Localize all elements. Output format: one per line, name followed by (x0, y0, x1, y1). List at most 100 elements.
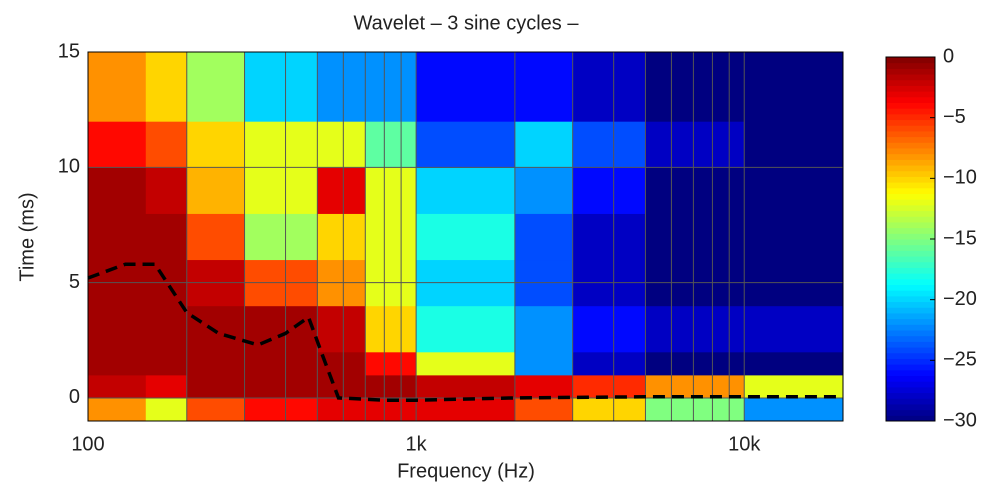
colorbar-swatch (886, 233, 935, 240)
heat-cell (744, 167, 844, 214)
heat-cell (244, 121, 318, 168)
plot-frame (87, 51, 844, 422)
heat-cell (145, 351, 188, 376)
heat-cell (244, 305, 318, 353)
heat-cell (88, 374, 147, 399)
heat-cell (416, 52, 516, 122)
heat-cell (317, 374, 366, 399)
colorbar-swatch (886, 216, 935, 223)
heat-cell (645, 351, 745, 376)
heat-cell (145, 305, 188, 353)
colorbar-swatch (886, 267, 935, 274)
colorbar-swatch (886, 318, 935, 325)
colorbar-swatch (886, 96, 935, 103)
colorbar-swatch (886, 125, 935, 132)
heat-cell (744, 213, 844, 261)
colorbar-swatch (886, 273, 935, 280)
colorbar-swatch (886, 364, 935, 371)
heat-cell (645, 374, 745, 399)
heat-cell (186, 52, 246, 122)
heat-cell (572, 305, 646, 353)
colorbar-swatch (886, 165, 935, 172)
colorbar-tick-label: −25 (943, 349, 977, 371)
heat-cell (186, 305, 246, 353)
heat-cell (88, 305, 147, 353)
colorbar-swatch (886, 74, 935, 81)
heat-cell (186, 213, 246, 261)
heat-cell (186, 351, 246, 376)
chart-title: Wavelet – 3 sine cycles – (354, 12, 580, 34)
colorbar-swatch (886, 153, 935, 160)
heat-cell (317, 167, 366, 214)
heat-cell (88, 52, 147, 122)
heat-cell (244, 213, 318, 261)
colorbar-swatch (886, 347, 935, 354)
colorbar-swatch (886, 398, 935, 405)
heat-cell (645, 52, 745, 122)
heat-cell (514, 167, 574, 214)
heat-cell (572, 213, 646, 261)
x-tick-label: 1k (406, 433, 428, 455)
colorbar-swatch (886, 119, 935, 126)
colorbar-tick-label: −15 (943, 227, 977, 249)
colorbar-swatch (886, 392, 935, 399)
heat-cell (365, 52, 417, 122)
colorbar-swatch (886, 352, 935, 359)
colorbar-swatch (886, 221, 935, 229)
heat-cell (572, 52, 646, 122)
heat-cell (572, 121, 646, 168)
heat-cell (317, 397, 366, 422)
heat-cell (645, 397, 745, 422)
colorbar-swatch (886, 227, 935, 234)
colorbar-swatch (886, 199, 935, 206)
heat-cell (145, 52, 188, 122)
colorbar-swatch (886, 284, 935, 291)
heat-cell (514, 121, 574, 168)
heat-cell (317, 213, 366, 261)
heat-cell (186, 167, 246, 214)
heat-cell (88, 121, 147, 168)
heat-cell (416, 305, 516, 353)
colorbar-swatch (886, 113, 935, 121)
colorbar-swatch (886, 85, 935, 92)
colorbar-swatch (886, 261, 935, 268)
heat-cell (416, 397, 516, 422)
colorbar-swatch (886, 375, 935, 382)
colorbar-swatch (886, 159, 935, 166)
colorbar-swatch (886, 130, 935, 138)
heat-cell (244, 52, 318, 122)
colorbar-swatch (886, 193, 935, 200)
colorbar-swatch (886, 170, 935, 177)
heat-cell (416, 167, 516, 214)
x-axis-label: Frequency (Hz) (397, 460, 535, 482)
y-tick-label: 5 (69, 271, 80, 293)
heat-cell (186, 397, 246, 422)
heat-cell (145, 374, 188, 399)
heat-cell (514, 351, 574, 376)
colorbar-swatch (886, 57, 935, 64)
heat-cell (514, 397, 574, 422)
heat-cell (645, 305, 745, 353)
heat-cell (744, 121, 844, 168)
heat-cell (572, 397, 646, 422)
colorbar-swatch (886, 187, 935, 194)
colorbar-swatch (886, 369, 935, 376)
colorbar-tick-label: −5 (943, 106, 966, 128)
heat-cell (514, 52, 574, 122)
colorbar-swatch (886, 142, 935, 149)
colorbar-swatch (886, 312, 935, 320)
colorbar-swatch (886, 108, 935, 115)
heat-cell (317, 52, 366, 122)
dashed-line (87, 262, 843, 402)
heat-cell (645, 167, 745, 214)
colorbar-tick-label: 0 (943, 45, 954, 67)
y-tick-label: 0 (69, 386, 80, 408)
y-tick-label: 10 (58, 156, 80, 178)
colorbar-swatch (886, 79, 935, 86)
y-tick-label: 15 (58, 40, 80, 62)
colorbar-swatch (886, 409, 935, 416)
colorbar-swatch (886, 330, 935, 337)
heat-cell (645, 121, 745, 168)
